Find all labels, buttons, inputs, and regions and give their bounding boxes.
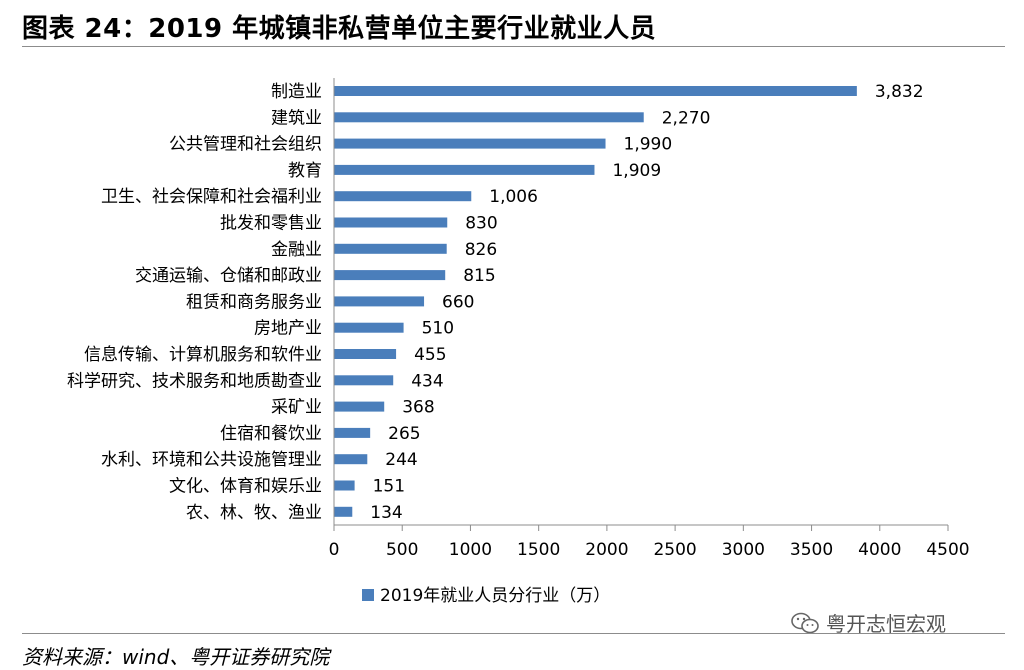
source-note: 资料来源：wind、粤开证券研究院 xyxy=(22,645,330,669)
bar[interactable] xyxy=(334,401,385,412)
bar[interactable] xyxy=(334,112,644,123)
bar[interactable] xyxy=(334,427,371,438)
bar[interactable] xyxy=(334,86,857,96)
category-label: 公共管理和社会组织 xyxy=(169,135,322,155)
legend-swatch xyxy=(362,589,374,601)
x-ticks-group: 0 500 1000 1500 2000 2500 3000 3500 4000 4500 xyxy=(329,525,970,560)
legend-label: 2019年就业人员分行业（万） xyxy=(380,586,610,606)
category-label: 建筑业 xyxy=(271,108,322,128)
value-label: 434 xyxy=(411,371,443,391)
value-label: 815 xyxy=(463,266,495,286)
x-tick-label: 4000 xyxy=(858,540,901,560)
bar[interactable] xyxy=(334,375,394,386)
value-label: 830 xyxy=(465,214,497,234)
x-tick-label: 1500 xyxy=(517,540,560,560)
title-divider xyxy=(22,46,1005,47)
value-label: 826 xyxy=(465,240,497,260)
bar[interactable] xyxy=(334,191,472,202)
category-label: 制造业 xyxy=(271,82,322,102)
value-label: 151 xyxy=(373,477,405,497)
wechat-icon xyxy=(791,612,819,633)
category-labels-group: 制造业建筑业公共管理和社会组织教育卫生、社会保障和社会福利业批发和零售业金融业交… xyxy=(67,82,322,523)
value-label: 265 xyxy=(388,424,420,444)
chart-title: 图表 24：2019 年城镇非私营单位主要行业就业人员 xyxy=(22,14,657,44)
footer-divider xyxy=(22,633,1005,634)
category-label: 金融业 xyxy=(271,240,322,260)
x-tick-label: 3500 xyxy=(790,540,833,560)
x-tick-label: 1000 xyxy=(449,540,492,560)
watermark: 粤开志恒宏观 xyxy=(790,608,946,637)
value-label: 244 xyxy=(385,450,417,470)
category-label: 信息传输、计算机服务和软件业 xyxy=(84,345,322,365)
value-label: 368 xyxy=(402,398,434,418)
value-label: 3,832 xyxy=(875,82,924,102)
x-tick-label: 0 xyxy=(329,540,340,560)
bar[interactable] xyxy=(334,349,397,359)
bar[interactable] xyxy=(334,296,425,307)
category-label: 采矿业 xyxy=(271,398,322,418)
category-label: 文化、体育和娱乐业 xyxy=(169,477,322,497)
category-label: 农、林、牧、渔业 xyxy=(186,503,322,523)
bar[interactable] xyxy=(334,480,355,491)
bar[interactable] xyxy=(334,243,447,254)
value-labels-group: 3,832 2,270 1,990 1,909 1,006 830 826 815 660 510… xyxy=(370,82,923,523)
category-label: 教育 xyxy=(288,161,322,181)
bar[interactable] xyxy=(334,322,404,333)
bars-group xyxy=(334,86,857,517)
category-label: 住宿和餐饮业 xyxy=(220,424,322,444)
legend[interactable]: 2019年就业人员分行业（万） xyxy=(362,586,610,606)
x-tick-label: 500 xyxy=(386,540,418,560)
value-label: 510 xyxy=(422,319,454,339)
category-label: 房地产业 xyxy=(254,319,322,339)
category-label: 交通运输、仓储和邮政业 xyxy=(135,266,322,286)
category-label: 水利、环境和公共设施管理业 xyxy=(101,450,322,470)
value-label: 134 xyxy=(370,503,402,523)
x-tick-label: 3000 xyxy=(722,540,765,560)
value-label: 2,270 xyxy=(662,108,711,128)
category-label: 科学研究、技术服务和地质勘查业 xyxy=(67,371,322,391)
bar[interactable] xyxy=(334,454,368,465)
category-label: 租赁和商务服务业 xyxy=(186,292,322,312)
bar[interactable] xyxy=(334,217,448,228)
watermark-text: 粤开志恒宏观 xyxy=(826,612,946,636)
value-label: 660 xyxy=(442,292,474,312)
value-label: 455 xyxy=(414,345,446,365)
x-tick-label: 2500 xyxy=(653,540,696,560)
bar[interactable] xyxy=(334,270,446,281)
bar[interactable] xyxy=(334,164,595,175)
value-label: 1,006 xyxy=(489,187,538,207)
bar[interactable] xyxy=(334,506,353,517)
value-label: 1,909 xyxy=(612,161,661,181)
category-label: 批发和零售业 xyxy=(220,214,322,234)
value-label: 1,990 xyxy=(624,135,673,155)
bar[interactable] xyxy=(334,138,606,149)
x-tick-label: 2000 xyxy=(585,540,628,560)
category-label: 卫生、社会保障和社会福利业 xyxy=(101,187,322,207)
x-tick-label: 4500 xyxy=(926,540,969,560)
